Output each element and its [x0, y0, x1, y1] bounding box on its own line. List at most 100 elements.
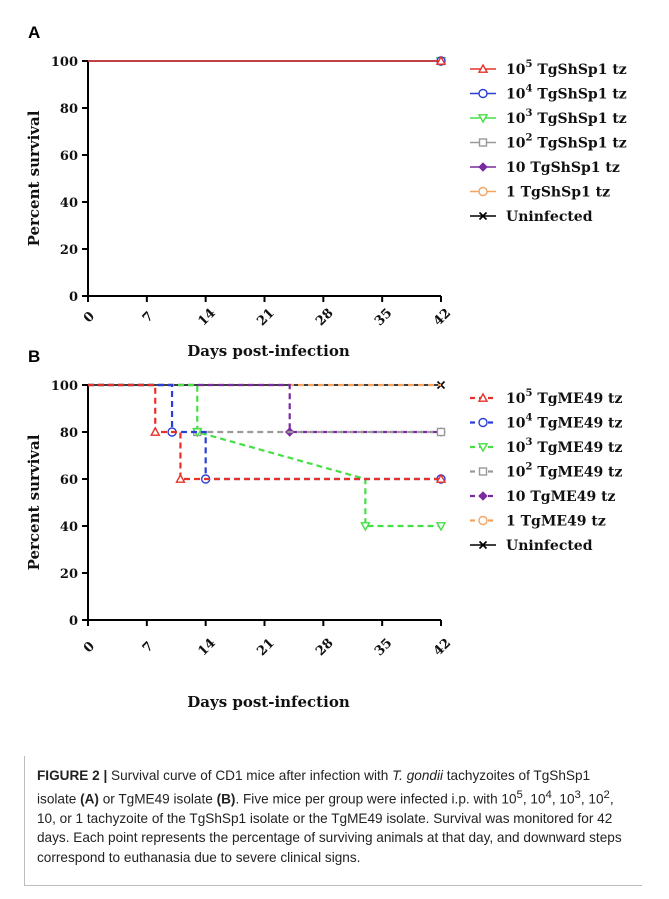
x-tick-label: 14	[195, 636, 218, 659]
legend-entry: 103 TgME49 tz	[470, 437, 623, 456]
legend-exponent: 5	[525, 59, 532, 70]
series-point	[360, 522, 371, 532]
legend-name: TgME49 tz	[532, 391, 622, 407]
caption-sup-3: 3	[574, 788, 581, 801]
legend-exponent: 5	[525, 388, 532, 399]
x-tick-label: 0	[81, 309, 98, 326]
legend-label: Uninfected	[506, 209, 593, 225]
legend-name: TgShSp1 tz	[532, 111, 626, 127]
legend-name: TgME49 tz	[532, 440, 622, 456]
caption-species: T. gondii	[392, 768, 443, 783]
legend-marker	[478, 491, 488, 501]
caption-text-2: tachyzoites of TgShSp1 isolate	[37, 768, 591, 807]
y-tick-label: 20	[60, 243, 78, 258]
caption-sup-4: 4	[545, 788, 552, 801]
caption-text-5: , 10	[522, 791, 546, 807]
caption-text-6: , 10	[551, 791, 575, 807]
legend-base: 10	[506, 465, 526, 481]
caption-panel-a-ref: (A)	[80, 791, 99, 807]
legend-name: TgME49 tz	[532, 416, 622, 432]
series-2	[88, 383, 447, 532]
legend-name: TgShSp1 tz	[532, 62, 626, 78]
y-tick-label: 60	[60, 149, 78, 164]
legend-base: 10	[506, 416, 526, 432]
legend-base: 10	[506, 87, 526, 103]
series-line	[88, 383, 441, 528]
series-point	[436, 427, 446, 437]
x-tick-label: 35	[372, 306, 395, 329]
legend-marker	[478, 162, 488, 172]
legend-label: 10 TgShSp1 tz	[506, 160, 620, 176]
legend-marker	[478, 515, 488, 526]
series-0	[88, 55, 447, 65]
y-tick-label: 80	[60, 426, 78, 441]
legend-label: 105 TgShSp1 tz	[506, 59, 627, 78]
legend-marker	[478, 138, 488, 147]
x-tick-label: 7	[140, 309, 157, 326]
y-tick-label: 0	[69, 614, 78, 629]
legend-label: 102 TgME49 tz	[506, 462, 623, 481]
y-axis-title: Percent survival	[25, 434, 43, 570]
y-axis-title: Percent survival	[25, 110, 43, 246]
y-tick-label: 60	[60, 473, 78, 488]
x-tick-label: 7	[140, 639, 157, 656]
series-point	[435, 55, 447, 65]
series-4	[88, 383, 446, 437]
caption-text-4: . Five mice per group were infected i.p.…	[235, 791, 517, 807]
legend-marker	[477, 392, 489, 402]
legend-label: 102 TgShSp1 tz	[506, 133, 627, 152]
legend-entry: Uninfected	[470, 538, 593, 554]
legend-exponent: 3	[525, 437, 532, 448]
legend-entry: 102 TgShSp1 tz	[470, 133, 627, 152]
legend-label: 1 TgME49 tz	[506, 514, 606, 530]
legend-marker	[477, 63, 489, 73]
caption-sup-2: 2	[603, 788, 610, 801]
y-tick-label: 20	[60, 567, 78, 582]
y-tick-label: 100	[51, 55, 78, 70]
x-tick-label: 14	[195, 306, 218, 329]
y-tick-label: 40	[60, 520, 78, 535]
series-point	[435, 473, 447, 483]
legend-marker	[478, 211, 488, 221]
legend-label: 103 TgME49 tz	[506, 437, 623, 456]
x-axis-title: Days post-infection	[187, 342, 350, 360]
y-tick-label: 40	[60, 196, 78, 211]
legend-base: 10	[506, 62, 526, 78]
series-line	[88, 383, 441, 434]
legend-exponent: 2	[525, 462, 532, 473]
x-tick-label: 21	[254, 306, 277, 329]
x-tick-label: 35	[372, 636, 395, 659]
legend-entry: 1 TgShSp1 tz	[470, 185, 610, 201]
legend-entry: 1 TgME49 tz	[470, 514, 606, 530]
caption-text-8: , 10, or 1 tachyzoite of the TgShSp1 iso…	[37, 791, 622, 865]
panel-label: A	[28, 23, 40, 42]
legend-marker	[477, 114, 489, 124]
caption-sup-5: 5	[516, 788, 523, 801]
legend-name: TgShSp1 tz	[532, 136, 626, 152]
legend-label: 105 TgME49 tz	[506, 388, 623, 407]
legend-label: 104 TgShSp1 tz	[506, 84, 627, 103]
series-1	[88, 383, 446, 484]
figure-caption: FIGURE 2 | Survival curve of CD1 mice af…	[24, 756, 642, 886]
legend-name: TgShSp1 tz	[532, 87, 626, 103]
x-tick-label: 28	[313, 306, 336, 329]
x-tick-label: 42	[431, 636, 454, 659]
legend-marker	[478, 467, 488, 476]
legend-exponent: 4	[525, 84, 532, 95]
x-axis-title: Days post-infection	[187, 693, 350, 711]
series-0	[88, 383, 447, 483]
y-tick-label: 0	[69, 290, 78, 305]
x-tick-label: 28	[313, 636, 336, 659]
x-tick-label: 21	[254, 636, 277, 659]
caption-text-7: , 10	[580, 791, 604, 807]
x-tick-label: 42	[431, 306, 454, 329]
legend-label: 103 TgShSp1 tz	[506, 108, 627, 127]
y-tick-label: 80	[60, 102, 78, 117]
series-point	[150, 426, 161, 436]
legend-exponent: 2	[525, 133, 532, 144]
caption-text-3: or TgME49 isolate	[98, 791, 217, 807]
